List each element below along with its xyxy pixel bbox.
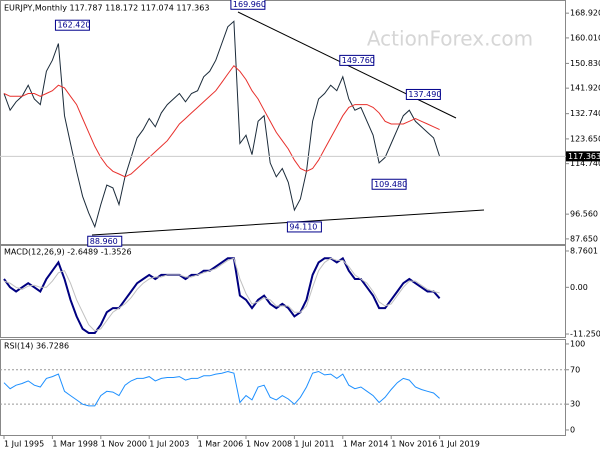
y-tick-label: 96.560 [570,210,598,219]
y-tick-label: 30 [570,400,580,409]
pivot-label: 94.110 [289,222,317,231]
macd-panel [0,245,566,338]
price-tag [566,151,600,162]
y-tick-label: 0.00 [570,283,588,292]
x-tick-label: 1 Nov 2000 [101,440,147,449]
x-tick-label: 1 Jul 2019 [440,440,480,449]
series-line [3,20,441,229]
panel-title: MACD(12,26,9) -2.6489 -1.3526 [4,248,132,257]
x-tick-label: 1 Jul 1995 [4,440,44,449]
chart-title: EURJPY,Monthly 117.787 118.172 117.074 1… [4,4,209,13]
y-tick-label: 114.740 [570,159,600,168]
pivot-label: 88.960 [90,237,118,246]
x-tick-label: 1 Nov 2016 [391,440,437,449]
y-tick-label: 141.920 [570,84,600,93]
pivot-box [54,19,90,31]
y-tick-label: 132.740 [570,109,600,118]
y-tick-label: -11.2506 [570,330,600,339]
pivot-label: 109.480 [374,180,407,189]
pivot-box [87,235,123,247]
pivot-box [405,88,441,100]
x-tick-label: 1 Jul 2003 [149,440,189,449]
y-tick-label: 123.650 [570,134,600,143]
series-line [3,256,441,334]
series-line [3,257,440,332]
y-tick-label: 168.920 [570,9,600,18]
y-tick-label: 8.7601 [570,246,598,255]
pivot-label: 169.960 [233,0,266,9]
watermark: ActionForex.com [367,27,533,51]
x-tick-label: 1 Mar 2006 [198,440,244,449]
price-tag-label: 117.363 [568,152,600,161]
pivot-label: 162.420 [57,21,90,30]
pivot-box [230,0,266,10]
pivot-label: 149.760 [342,56,375,65]
y-tick-label: 150.830 [570,59,600,68]
y-tick-label: 100 [570,339,585,348]
pivot-box [286,221,322,233]
y-tick-label: 0 [570,425,575,434]
series-line [3,370,440,407]
x-tick-label: 1 Mar 1998 [52,440,98,449]
panel-title: RSI(14) 36.7286 [4,342,69,351]
y-tick-label: 70 [570,365,580,374]
x-tick-label: 1 Mar 2014 [343,440,389,449]
pivot-label: 137.490 [408,90,441,99]
pivot-box [339,54,375,66]
y-tick-label: 160.010 [570,33,600,42]
series-line [3,64,440,178]
x-tick-label: 1 Jul 2011 [294,440,334,449]
rsi-panel [0,339,566,436]
pivot-box [371,178,407,190]
x-tick-label: 1 Nov 2008 [246,440,292,449]
y-tick-label: 87.650 [570,234,598,243]
price-panel [0,0,566,245]
